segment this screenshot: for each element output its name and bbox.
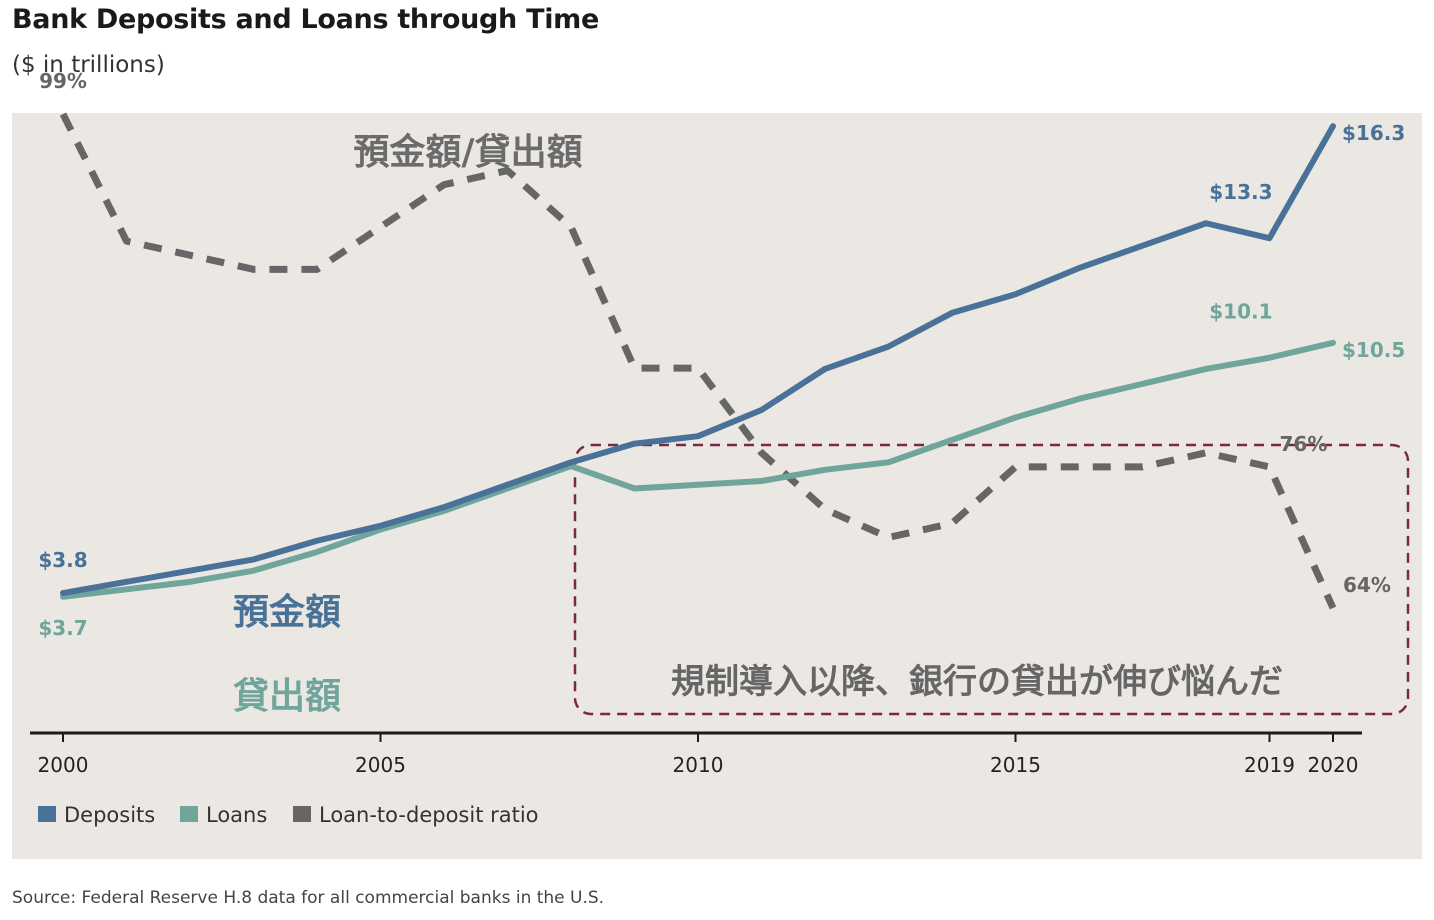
deposits-data-label: $13.3 (1209, 180, 1272, 204)
x-tick-label: 2020 (1308, 753, 1359, 777)
deposits-data-label: $3.8 (38, 548, 87, 572)
highlight-box (573, 443, 1410, 716)
deposits-data-label: $16.3 (1342, 121, 1405, 145)
loans-data-label: $3.7 (38, 616, 87, 640)
legend-swatch (38, 806, 56, 822)
loans-annotation: 貸出額 (233, 676, 341, 717)
x-tick-label: 2000 (38, 753, 89, 777)
ratio-series-layer (59, 112, 1337, 610)
deposits-line (60, 123, 1336, 597)
x-tick-label: 2010 (673, 753, 724, 777)
loans-data-label: $10.1 (1209, 300, 1272, 324)
legend-label: Deposits (64, 803, 155, 827)
legend-swatch (180, 806, 198, 822)
legend: Deposits Loans Loan-to-deposit ratio (38, 803, 539, 827)
highlight-box-layer (573, 443, 1410, 716)
ratio-annotation: 預金額/貸出額 (353, 131, 582, 173)
ratio-data-label: 76% (1280, 432, 1328, 456)
source-note: Source: Federal Reserve H.8 data for all… (12, 888, 605, 908)
loans-data-label: $10.5 (1342, 338, 1405, 362)
ratio-line (59, 112, 1337, 610)
chart-title: Bank Deposits and Loans through Time (12, 4, 599, 35)
line-series-layer (60, 123, 1336, 600)
ratio-data-label: 64% (1343, 573, 1391, 597)
legend-label: Loan-to-deposit ratio (319, 803, 539, 827)
ratio-data-label: 99% (39, 69, 87, 93)
data-label-layer: $3.8 $3.7 $13.3 $16.3 $10.1 $10.5 99% 76% 64% (38, 69, 1405, 640)
x-tick-label: 2015 (990, 753, 1041, 777)
x-tick-label: 2005 (355, 753, 406, 777)
deposits-annotation: 預金額 (233, 591, 341, 633)
chart-subtitle: ($ in trillions) (12, 52, 165, 78)
highlight-annotation: 規制導入以降、銀行の貸出が伸び悩んだ (671, 662, 1283, 702)
x-tick-label: 2019 (1244, 753, 1295, 777)
loans-line (60, 339, 1336, 600)
legend-swatch (293, 806, 311, 822)
legend-label: Loans (206, 803, 267, 827)
x-axis: 2000 2005 2010 2015 2019 2020 (30, 731, 1362, 777)
